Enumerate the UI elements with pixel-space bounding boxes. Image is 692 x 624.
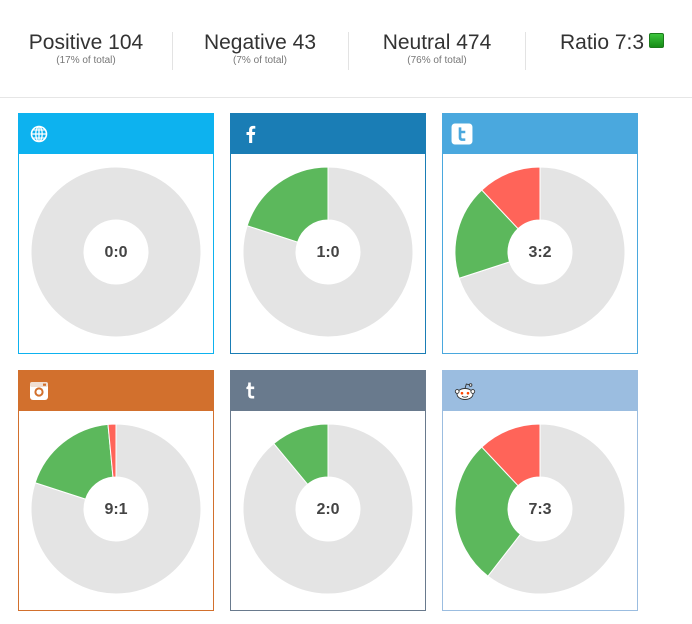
neutral-slice — [243, 167, 413, 337]
card-header — [231, 371, 425, 411]
tumblr-icon — [246, 382, 255, 399]
positive-slice — [34, 424, 114, 500]
neutral-slice — [31, 424, 201, 594]
ratio-indicator-icon — [649, 33, 665, 48]
summary-divider — [348, 32, 349, 70]
summary-divider — [172, 32, 173, 70]
sentiment-donut-chart — [243, 424, 413, 594]
sentiment-donut-chart — [455, 167, 625, 337]
negative-count: Negative 43 — [203, 31, 317, 54]
ratio-label: 1:0 — [316, 244, 340, 261]
sentiment-donut-chart — [31, 424, 201, 594]
positive-stat: Positive 104 (17% of total) — [0, 30, 172, 66]
neutral-stat: Neutral 474 (76% of total) — [351, 30, 523, 66]
negative-stat: Negative 43 (7% of total) — [174, 30, 346, 66]
reddit-sentiment-card[interactable]: 7:3 — [442, 370, 638, 611]
sentiment-summary: Positive 104 (17% of total) Negative 43 … — [0, 0, 692, 98]
card-header — [231, 114, 425, 154]
negative-slice — [481, 167, 541, 230]
card-header — [19, 114, 213, 154]
neutral-slice — [31, 167, 201, 337]
negative-slice — [481, 424, 541, 487]
ratio-label: 7:3 — [528, 501, 552, 518]
card-header — [443, 114, 637, 154]
card-header — [443, 371, 637, 411]
sentiment-donut-chart — [455, 424, 625, 594]
facebook-sentiment-card[interactable]: 1:0 — [230, 113, 426, 354]
neutral-share: (76% of total) — [407, 55, 467, 66]
ratio-label: 0:0 — [104, 244, 128, 261]
sentiment-donut-chart — [243, 167, 413, 337]
twitter-icon — [451, 123, 473, 145]
ratio-label: 9:1 — [104, 501, 128, 518]
positive-count: Positive 104 — [28, 31, 144, 54]
instagram-icon — [30, 382, 48, 400]
card-header — [19, 371, 213, 411]
facebook-icon — [246, 125, 256, 143]
neutral-slice — [487, 424, 625, 594]
negative-share: (7% of total) — [233, 55, 287, 66]
neutral-count: Neutral 474 — [382, 31, 492, 54]
globe-icon — [30, 125, 48, 143]
twitter-sentiment-card[interactable]: 3:2 — [442, 113, 638, 354]
positive-slice — [455, 446, 522, 577]
negative-slice — [107, 424, 117, 478]
ratio-label: 3:2 — [528, 244, 552, 261]
positive-slice — [273, 424, 329, 486]
tumblr-sentiment-card[interactable]: 2:0 — [230, 370, 426, 611]
summary-divider — [525, 32, 526, 70]
ratio-value: Ratio 7:3 — [559, 31, 645, 54]
instagram-sentiment-card[interactable]: 9:1 — [18, 370, 214, 611]
reddit-icon — [454, 383, 476, 400]
ratio-stat: Ratio 7:3 — [526, 30, 692, 56]
ratio-label: 2:0 — [316, 501, 340, 518]
positive-share: (17% of total) — [56, 55, 116, 66]
web-sentiment-card[interactable]: 0:0 — [18, 113, 214, 354]
positive-slice — [246, 167, 329, 243]
sentiment-donut-chart — [31, 167, 201, 337]
neutral-slice — [243, 424, 413, 594]
neutral-slice — [458, 167, 625, 337]
